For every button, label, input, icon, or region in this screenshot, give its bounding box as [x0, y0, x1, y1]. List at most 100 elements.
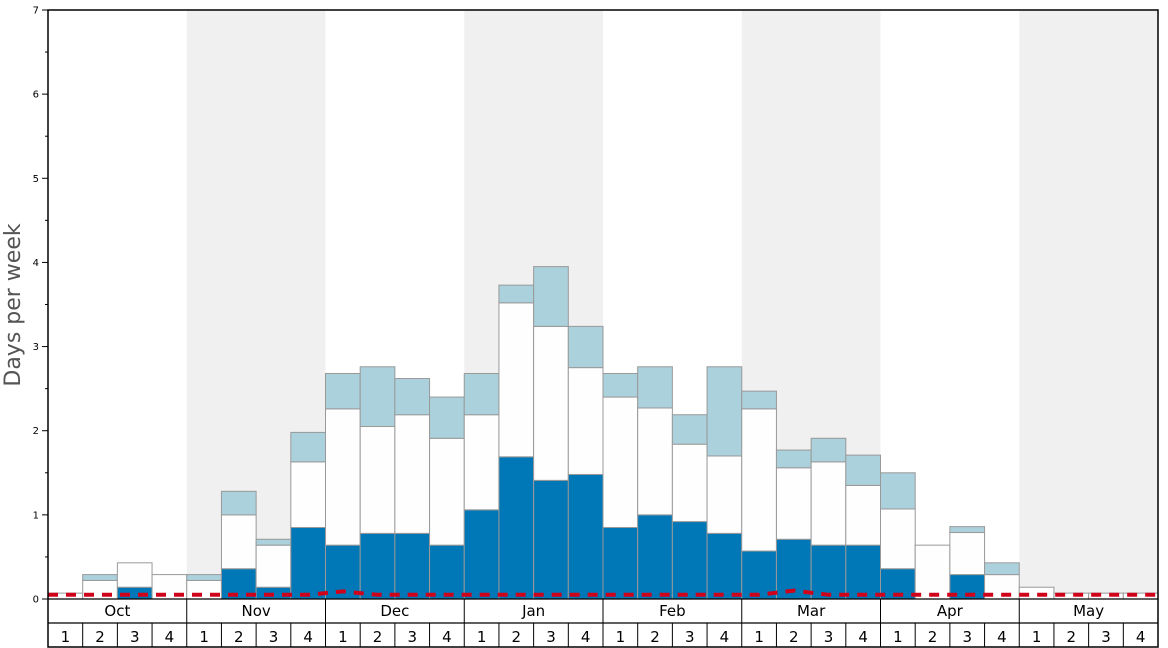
- week-label: 4: [165, 628, 175, 646]
- bar-white-w22: [775, 467, 812, 540]
- week-label: 1: [616, 628, 626, 646]
- week-label: 1: [61, 628, 71, 646]
- month-label-oct: Oct: [104, 602, 130, 620]
- bar-light-blue-w11: [394, 378, 431, 416]
- bar-light-blue-w28: [984, 562, 1020, 576]
- month-label-may: May: [1073, 602, 1104, 620]
- y-tick-label: 2: [33, 426, 39, 437]
- bar-light-blue-w9: [325, 372, 361, 410]
- week-label: 3: [269, 628, 279, 646]
- bar-white-w6: [220, 514, 257, 570]
- bar-white-w11: [394, 414, 431, 534]
- week-label: 4: [581, 628, 591, 646]
- bar-light-blue-w5: [186, 574, 222, 581]
- week-label: 4: [303, 628, 313, 646]
- month-label-nov: Nov: [241, 602, 270, 620]
- bar-white-w23: [810, 461, 847, 546]
- week-label: 1: [477, 628, 487, 646]
- bar-white-w26: [914, 544, 951, 600]
- y-axis-label: Days per week: [1, 223, 26, 386]
- week-label: 4: [720, 628, 730, 646]
- bar-white-w13: [463, 414, 500, 511]
- y-tick-label: 4: [33, 258, 39, 269]
- bar-dark-blue-w8: [290, 526, 326, 600]
- week-label: 2: [650, 628, 660, 646]
- bar-light-blue-w23: [810, 437, 847, 463]
- bar-white-w8: [290, 461, 326, 528]
- month-label-jan: Jan: [521, 602, 545, 620]
- month-label-apr: Apr: [937, 602, 964, 620]
- bar-white-w17: [602, 396, 639, 528]
- bar-dark-blue-w13: [463, 509, 500, 600]
- plot-frame: [47, 9, 1159, 648]
- y-tick-label: 5: [33, 174, 39, 185]
- week-label: 2: [1067, 628, 1077, 646]
- week-label: 4: [997, 628, 1007, 646]
- bar-white-w18: [637, 407, 673, 516]
- bar-light-blue-w12: [429, 396, 465, 439]
- bar-white-w27: [949, 532, 986, 576]
- bar-white-w12: [429, 437, 465, 546]
- bar-white-w7: [255, 544, 292, 588]
- bar-white-w25: [880, 508, 916, 570]
- bar-light-blue-w24: [845, 454, 881, 486]
- bar-white-w9: [325, 408, 361, 546]
- bar-light-blue-w16: [567, 325, 604, 369]
- bar-light-blue-w18: [637, 366, 673, 409]
- bar-dark-blue-w10: [359, 532, 396, 600]
- week-label: 3: [962, 628, 972, 646]
- x-axis: Oct 1 2 3 4 Nov 1 2 3 4 Dec 1 2 3 4 Jan 1 2 3 4 Feb 1 2 3 4 Mar 1 2…: [48, 598, 1158, 647]
- bar-white-w19: [671, 443, 708, 523]
- week-label: 1: [338, 628, 348, 646]
- bar-light-blue-w15: [533, 266, 569, 327]
- bar-dark-blue-w24: [845, 544, 881, 600]
- bar-dark-blue-w23: [810, 544, 847, 600]
- bar-light-blue-w27: [949, 526, 986, 534]
- bar-white-w20: [706, 455, 743, 534]
- line-red-dashed: [48, 588, 1158, 597]
- week-label: 3: [407, 628, 417, 646]
- y-tick-label: 1: [33, 510, 39, 521]
- month-label-mar: Mar: [797, 602, 826, 620]
- bar-white-w16: [567, 367, 604, 475]
- week-label: 3: [130, 628, 140, 646]
- month-label-feb: Feb: [659, 602, 686, 620]
- bar-white-w3: [116, 562, 153, 588]
- bar-light-blue-w19: [671, 414, 708, 445]
- red-dashed-line: [48, 588, 1158, 597]
- y-tick-label: 6: [33, 90, 39, 101]
- week-label: 3: [824, 628, 834, 646]
- bar-light-blue-w10: [359, 366, 396, 428]
- week-label: 2: [373, 628, 383, 646]
- week-label: 2: [789, 628, 799, 646]
- bars: [47, 266, 1159, 600]
- bar-light-blue-w14: [498, 284, 535, 304]
- week-label: 1: [893, 628, 903, 646]
- week-label: 2: [234, 628, 244, 646]
- shade-may: [1019, 10, 1158, 599]
- bar-dark-blue-w12: [429, 544, 465, 600]
- bar-light-blue-w6: [220, 490, 257, 516]
- y-axis: 0 1 2 3 4 5 6 7: [33, 6, 48, 606]
- bar-white-w10: [359, 426, 396, 534]
- week-label: 2: [95, 628, 105, 646]
- week-label: 1: [199, 628, 209, 646]
- bar-dark-blue-w15: [533, 479, 569, 600]
- bar-dark-blue-w19: [671, 521, 708, 600]
- bar-dark-blue-w16: [567, 473, 604, 600]
- y-tick-label: 0: [33, 595, 39, 606]
- bar-white-w14: [498, 302, 535, 458]
- bar-light-blue-w8: [290, 431, 326, 463]
- bar-dark-blue-w11: [394, 532, 431, 600]
- week-label: 3: [685, 628, 695, 646]
- week-label: 1: [1032, 628, 1042, 646]
- bar-light-blue-w13: [463, 372, 500, 416]
- bar-light-blue-w17: [602, 372, 639, 398]
- bar-light-blue-w25: [880, 472, 916, 510]
- bar-light-blue-w22: [775, 449, 812, 469]
- week-label: 2: [512, 628, 522, 646]
- week-label: 2: [928, 628, 938, 646]
- bar-dark-blue-w18: [637, 514, 673, 600]
- y-tick-label: 7: [33, 6, 39, 17]
